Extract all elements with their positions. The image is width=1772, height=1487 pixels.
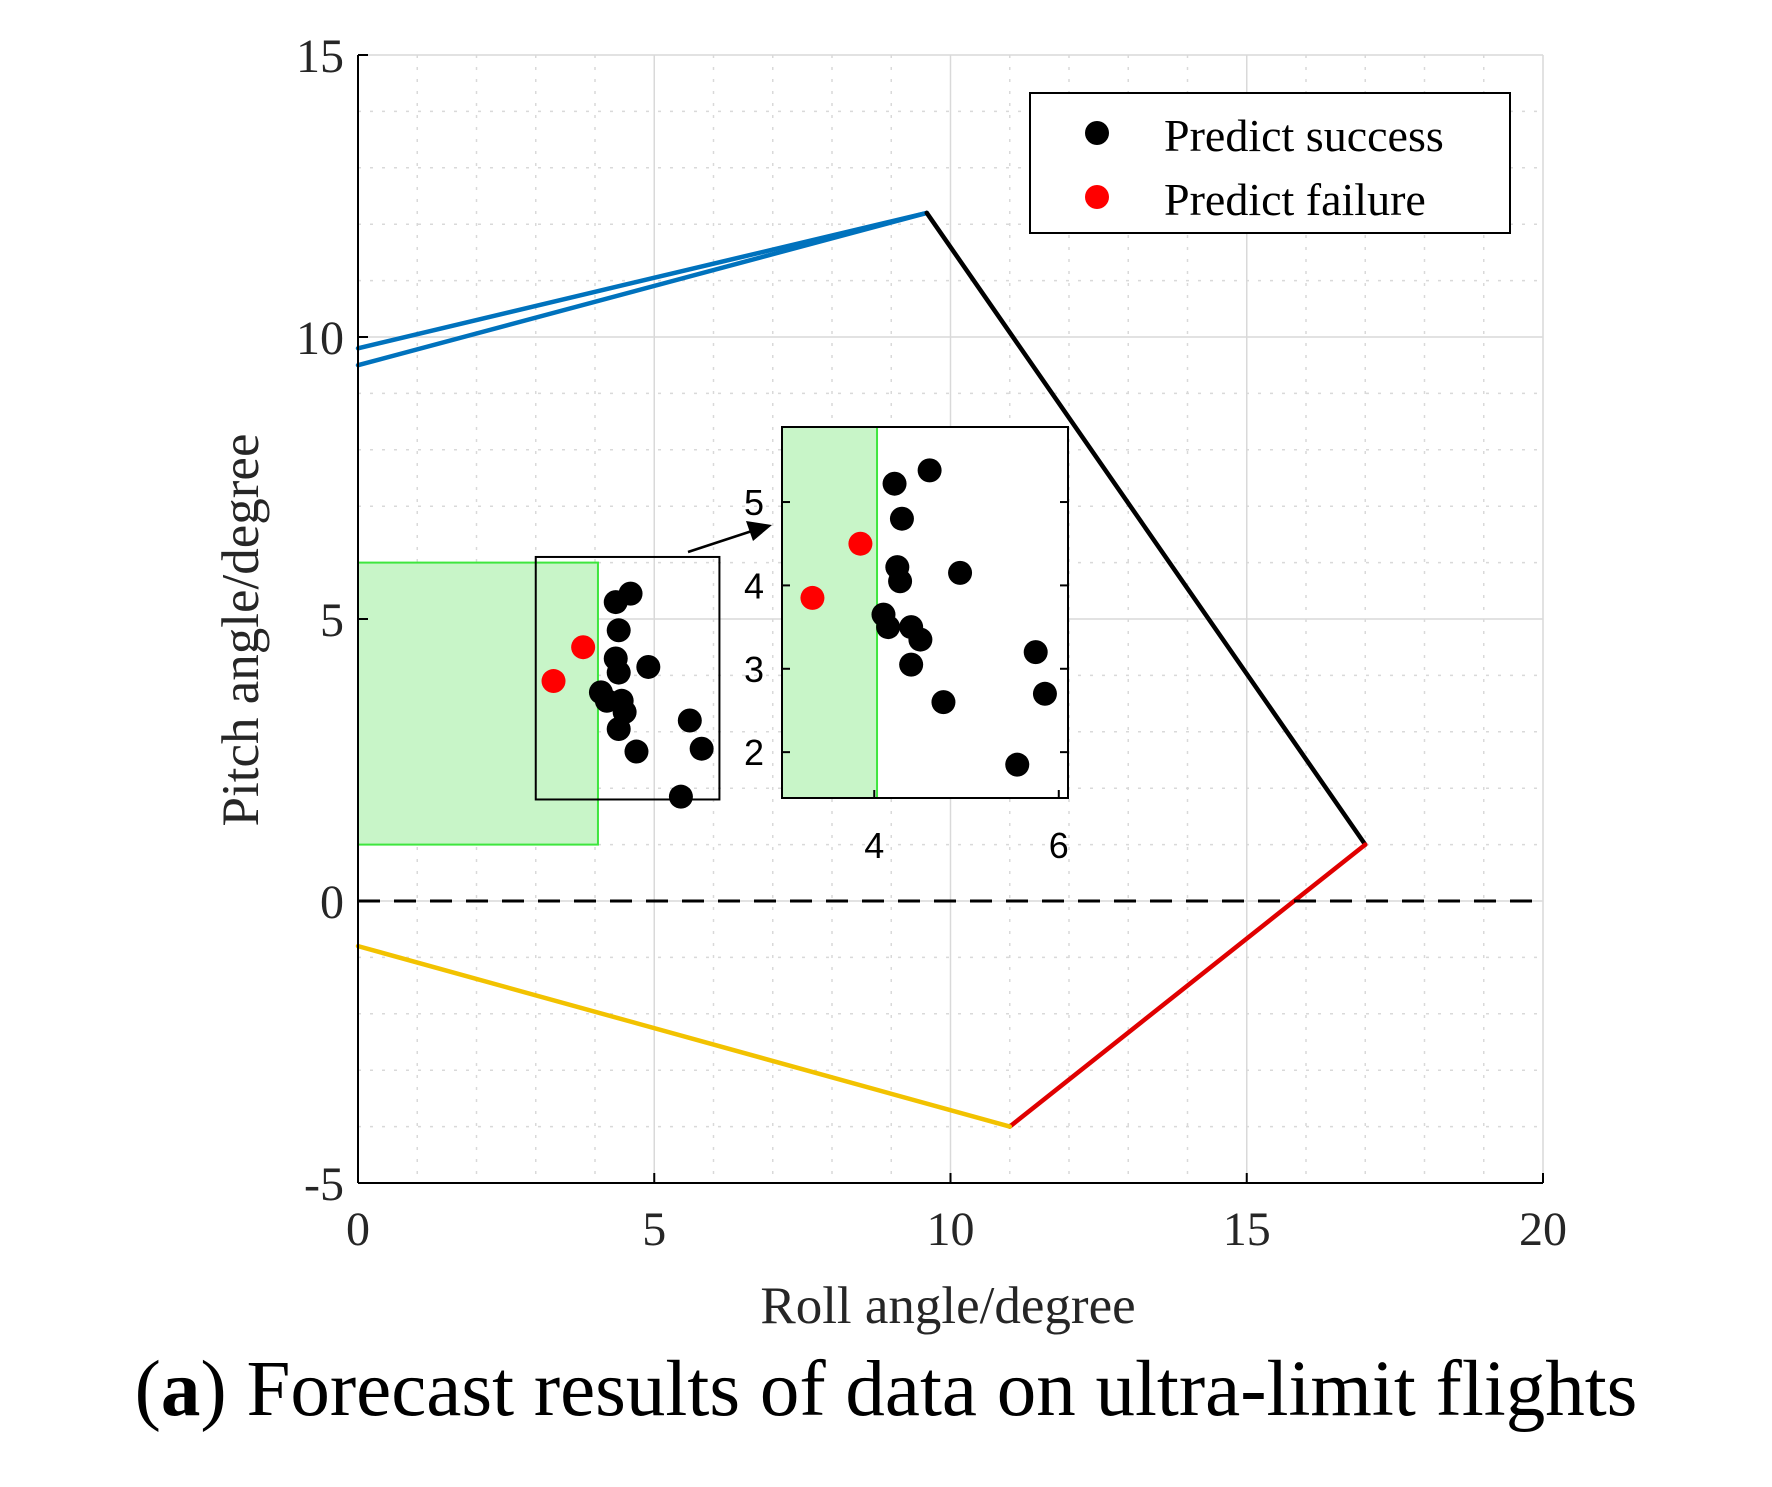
inset-frame xyxy=(781,426,1069,799)
x-tick-label: 0 xyxy=(346,1203,370,1256)
inset-failure-point xyxy=(848,531,873,556)
flight-envelope-boundaries xyxy=(355,210,1543,1129)
zoom-arrow xyxy=(687,521,772,554)
success-point xyxy=(689,736,714,761)
success-point xyxy=(636,654,661,679)
zoom-source-box xyxy=(534,555,721,801)
zoom-arrow-head xyxy=(746,521,772,541)
inset-safe-region xyxy=(782,427,878,798)
inset-y-tick-label: 5 xyxy=(744,482,764,523)
x-tick-label: 5 xyxy=(642,1203,666,1256)
figure-caption: (a) Forecast results of data on ultra-li… xyxy=(0,1345,1772,1465)
caption-text: Forecast results of data on ultra-limit … xyxy=(226,1346,1638,1433)
y-tick-label: -5 xyxy=(304,1158,344,1211)
inset-x-tick-label: 4 xyxy=(864,825,884,866)
inset-data-points xyxy=(800,458,1057,777)
inset-y-tick-label: 2 xyxy=(744,732,764,773)
main-data-points xyxy=(541,581,714,809)
inset-success-point xyxy=(899,652,924,677)
legend-box xyxy=(1029,92,1511,234)
inset-success-point xyxy=(1023,640,1048,665)
inset-success-point xyxy=(908,627,933,652)
success-point xyxy=(606,660,631,685)
y-tick-label: 15 xyxy=(296,30,344,83)
zoom-inset: 4 6 2 3 4 5 xyxy=(744,426,1069,866)
x-tick-label: 20 xyxy=(1519,1203,1567,1256)
y-tick-label: 0 xyxy=(320,876,344,929)
success-point xyxy=(606,618,631,643)
lower-boundary xyxy=(355,943,1012,1129)
x-tick-label: 10 xyxy=(927,1203,975,1256)
inset-y-tick-label: 3 xyxy=(744,649,764,690)
inset-ticks: 4 6 2 3 4 5 xyxy=(744,482,1069,866)
upper-boundary-1 xyxy=(355,210,930,351)
inset-failure-point xyxy=(800,585,825,610)
upper-boundary-2 xyxy=(355,210,930,368)
safe-region-shade xyxy=(357,561,599,846)
failure-point xyxy=(571,635,596,660)
success-point xyxy=(668,784,693,809)
y-tick-label: 5 xyxy=(320,594,344,647)
inset-success-point xyxy=(948,560,973,585)
inset-success-point xyxy=(931,690,956,715)
success-point xyxy=(606,716,631,741)
y-tick-label: 10 xyxy=(296,312,344,365)
success-point xyxy=(677,708,702,733)
zoom-source-rect xyxy=(534,555,721,801)
x-tick-label: 15 xyxy=(1223,1203,1271,1256)
inset-x-tick-label: 6 xyxy=(1049,825,1069,866)
right-lower-boundary xyxy=(1007,842,1368,1129)
inset-success-point xyxy=(882,471,907,496)
y-axis-label: Pitch angle/degree xyxy=(212,434,270,827)
legend-failure-marker xyxy=(1085,185,1109,209)
inset-success-point xyxy=(1032,681,1057,706)
inset-safe-region-shade xyxy=(782,427,879,798)
right-upper-boundary xyxy=(924,210,1368,847)
inset-success-point xyxy=(889,506,914,531)
legend-success-label: Predict success xyxy=(1164,110,1444,161)
x-axis-label: Roll angle/degree xyxy=(760,1277,1135,1335)
caption-close-paren: ) xyxy=(200,1346,227,1433)
success-point xyxy=(618,581,643,606)
inset-success-point xyxy=(876,615,901,640)
caption-label: a xyxy=(160,1346,201,1433)
inset-success-point xyxy=(1005,752,1030,777)
inset-success-point xyxy=(888,569,913,594)
legend-success-marker xyxy=(1085,121,1109,145)
failure-point xyxy=(541,669,566,694)
inset-success-point xyxy=(917,458,942,483)
legend: Predict success Predict failure xyxy=(1029,92,1511,234)
main-axes xyxy=(357,54,1544,1184)
success-point xyxy=(624,739,649,764)
safe-region xyxy=(357,561,599,846)
zoom-arrow-shaft xyxy=(687,528,756,554)
inset-y-tick-label: 4 xyxy=(744,565,764,606)
caption-open-paren: ( xyxy=(134,1346,161,1433)
legend-failure-label: Predict failure xyxy=(1164,174,1426,225)
